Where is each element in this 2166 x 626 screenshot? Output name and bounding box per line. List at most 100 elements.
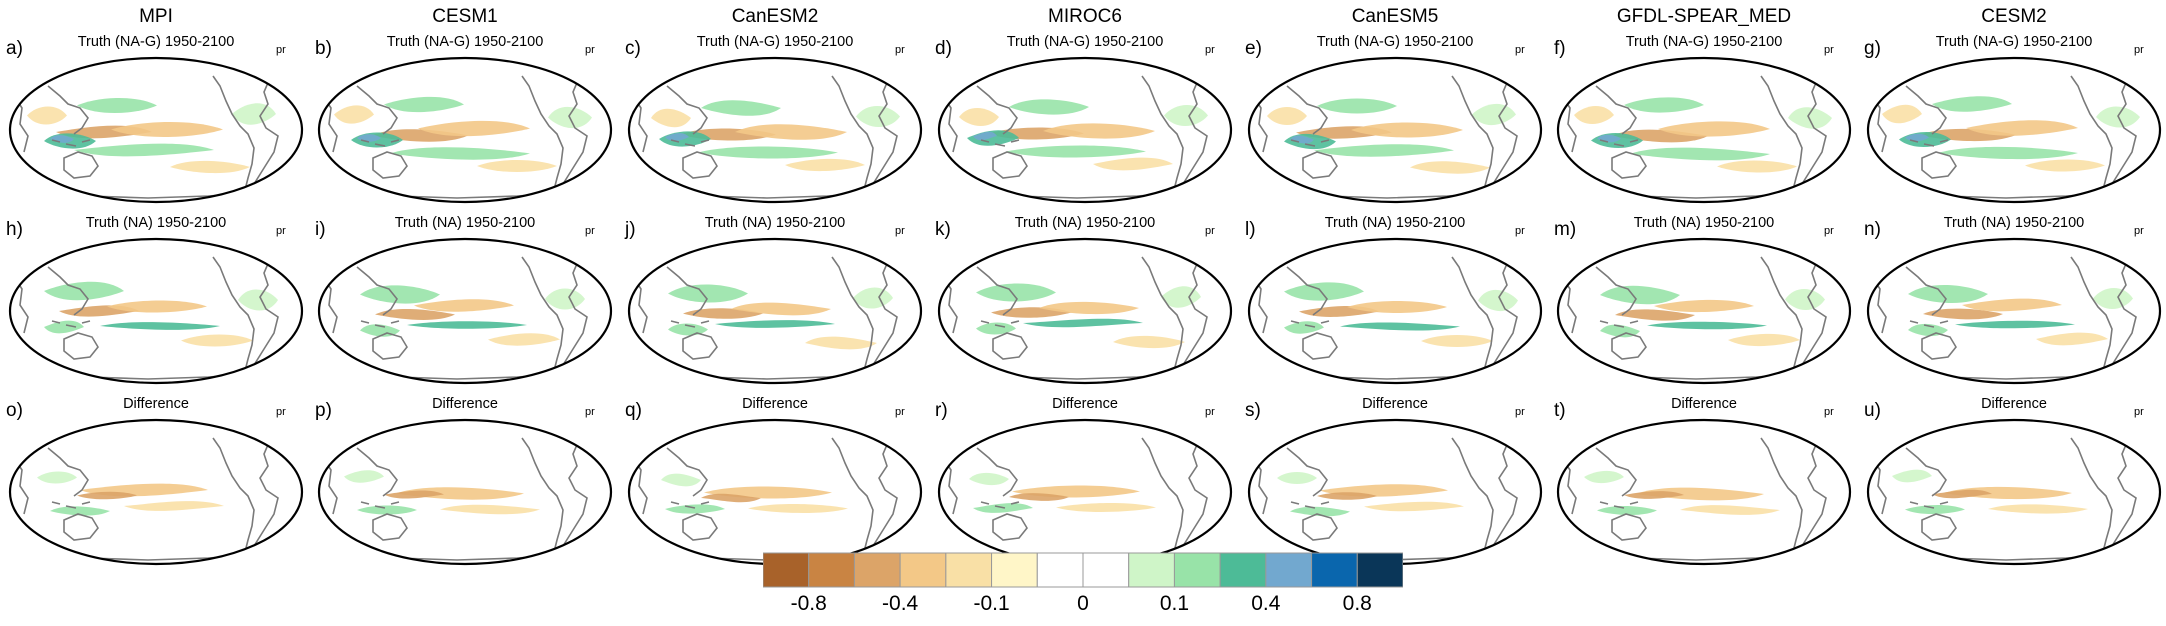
map-border: [8, 418, 304, 566]
field-shading: [238, 289, 278, 311]
coastline: [1451, 437, 1494, 557]
field-shading: [2025, 159, 2105, 172]
field-shading: [1478, 289, 1518, 312]
model-title: GFDL-SPEAR_MED: [1616, 6, 1792, 27]
coastline: [1921, 151, 1957, 179]
field-shading: [390, 147, 530, 160]
coastline: [2105, 77, 2137, 197]
field-shading: [74, 143, 214, 157]
panel-label: b): [315, 38, 332, 59]
field-shading: [1892, 469, 1932, 483]
coastline: [212, 256, 255, 376]
field-shading: [1317, 492, 1377, 500]
coastline: [1921, 332, 1957, 360]
coastline: [2105, 439, 2137, 559]
map-border: [1556, 418, 1852, 566]
field-shading: [407, 321, 527, 329]
field-shading: [748, 503, 848, 514]
coastline: [1905, 447, 1947, 497]
map-panel: [1247, 56, 1543, 204]
panel-label: o): [6, 400, 23, 421]
coastline: [1286, 266, 1328, 316]
field-shading: [44, 320, 84, 334]
field-shading: [973, 131, 997, 141]
coastline: [1921, 513, 1957, 541]
colorbar-tick-label: 0: [1077, 592, 1089, 615]
field-shading: [477, 160, 557, 172]
field-shading: [360, 285, 440, 304]
field-shading: [100, 322, 220, 330]
field-shading: [1630, 147, 1770, 161]
map-panel: [1866, 56, 2162, 204]
variable-tag: pr: [2134, 225, 2144, 237]
colorbar-segment: [1311, 552, 1358, 588]
coastline: [1760, 256, 1803, 376]
colorbar-tick-label: 0.4: [1251, 592, 1281, 615]
coastline: [980, 501, 1020, 509]
field-shading: [661, 473, 701, 487]
map-panel: [627, 418, 923, 566]
variable-tag: pr: [585, 406, 595, 418]
field-shading: [107, 300, 207, 313]
model-title: CanESM5: [1351, 6, 1439, 27]
coastline: [556, 77, 588, 197]
variable-tag: pr: [1515, 406, 1525, 418]
field-shading: [440, 504, 540, 515]
field-shading: [375, 309, 455, 320]
field-shading: [1267, 107, 1307, 125]
field-shading: [698, 146, 838, 159]
colorbar-segment: [899, 552, 947, 588]
coastline: [1795, 77, 1827, 197]
map-panel: [937, 237, 1233, 385]
variable-tag: pr: [276, 225, 286, 237]
field-shading: [969, 472, 1009, 486]
coastline: [980, 320, 1020, 328]
coastline: [1611, 513, 1647, 541]
panel-label: g): [1864, 38, 1881, 59]
field-shading: [735, 124, 847, 140]
coastline: [1795, 439, 1827, 559]
coastline: [51, 501, 91, 509]
panel-title: Difference: [432, 396, 498, 412]
panel-label: k): [935, 219, 951, 240]
colorbar-tick-label: 0.8: [1342, 592, 1372, 615]
field-shading: [701, 493, 761, 503]
panel-label: l): [1245, 219, 1256, 240]
field-shading: [1317, 98, 1397, 114]
coastline: [521, 256, 564, 376]
panel-label: e): [1245, 38, 1262, 59]
panel-title: Truth (NA-G) 1950-2100: [1316, 34, 1474, 50]
coastline: [666, 266, 708, 316]
field-shading: [668, 284, 748, 303]
panel-title: Truth (NA-G) 1950-2100: [696, 34, 854, 50]
map-border: [8, 237, 304, 385]
variable-tag: pr: [1515, 44, 1525, 56]
coastline: [2070, 437, 2113, 557]
map-border: [937, 237, 1233, 385]
coastline: [63, 151, 99, 179]
coastline: [360, 139, 400, 147]
coastline: [521, 437, 564, 557]
field-shading: [1962, 298, 2062, 312]
map-border: [1247, 56, 1543, 204]
field-shading: [1472, 103, 1516, 126]
field-shading: [1938, 146, 2078, 160]
colorbar-tick-label: 0.1: [1159, 592, 1190, 615]
coastline: [1486, 439, 1518, 559]
coastline: [1286, 447, 1328, 497]
map-border: [1866, 56, 2162, 204]
coastline: [1290, 139, 1330, 147]
variable-tag: pr: [1515, 225, 1525, 237]
coastline: [682, 151, 718, 179]
map-border: [1866, 237, 2162, 385]
field-shading: [1164, 104, 1208, 127]
variable-tag: pr: [276, 406, 286, 418]
coastline: [1451, 75, 1494, 195]
map-border: [1247, 237, 1543, 385]
coastline: [666, 85, 708, 135]
field-shading: [1600, 285, 1680, 305]
map-border: [1556, 56, 1852, 204]
coastline: [666, 447, 708, 497]
coastline: [976, 85, 1018, 135]
coastline: [63, 513, 99, 541]
